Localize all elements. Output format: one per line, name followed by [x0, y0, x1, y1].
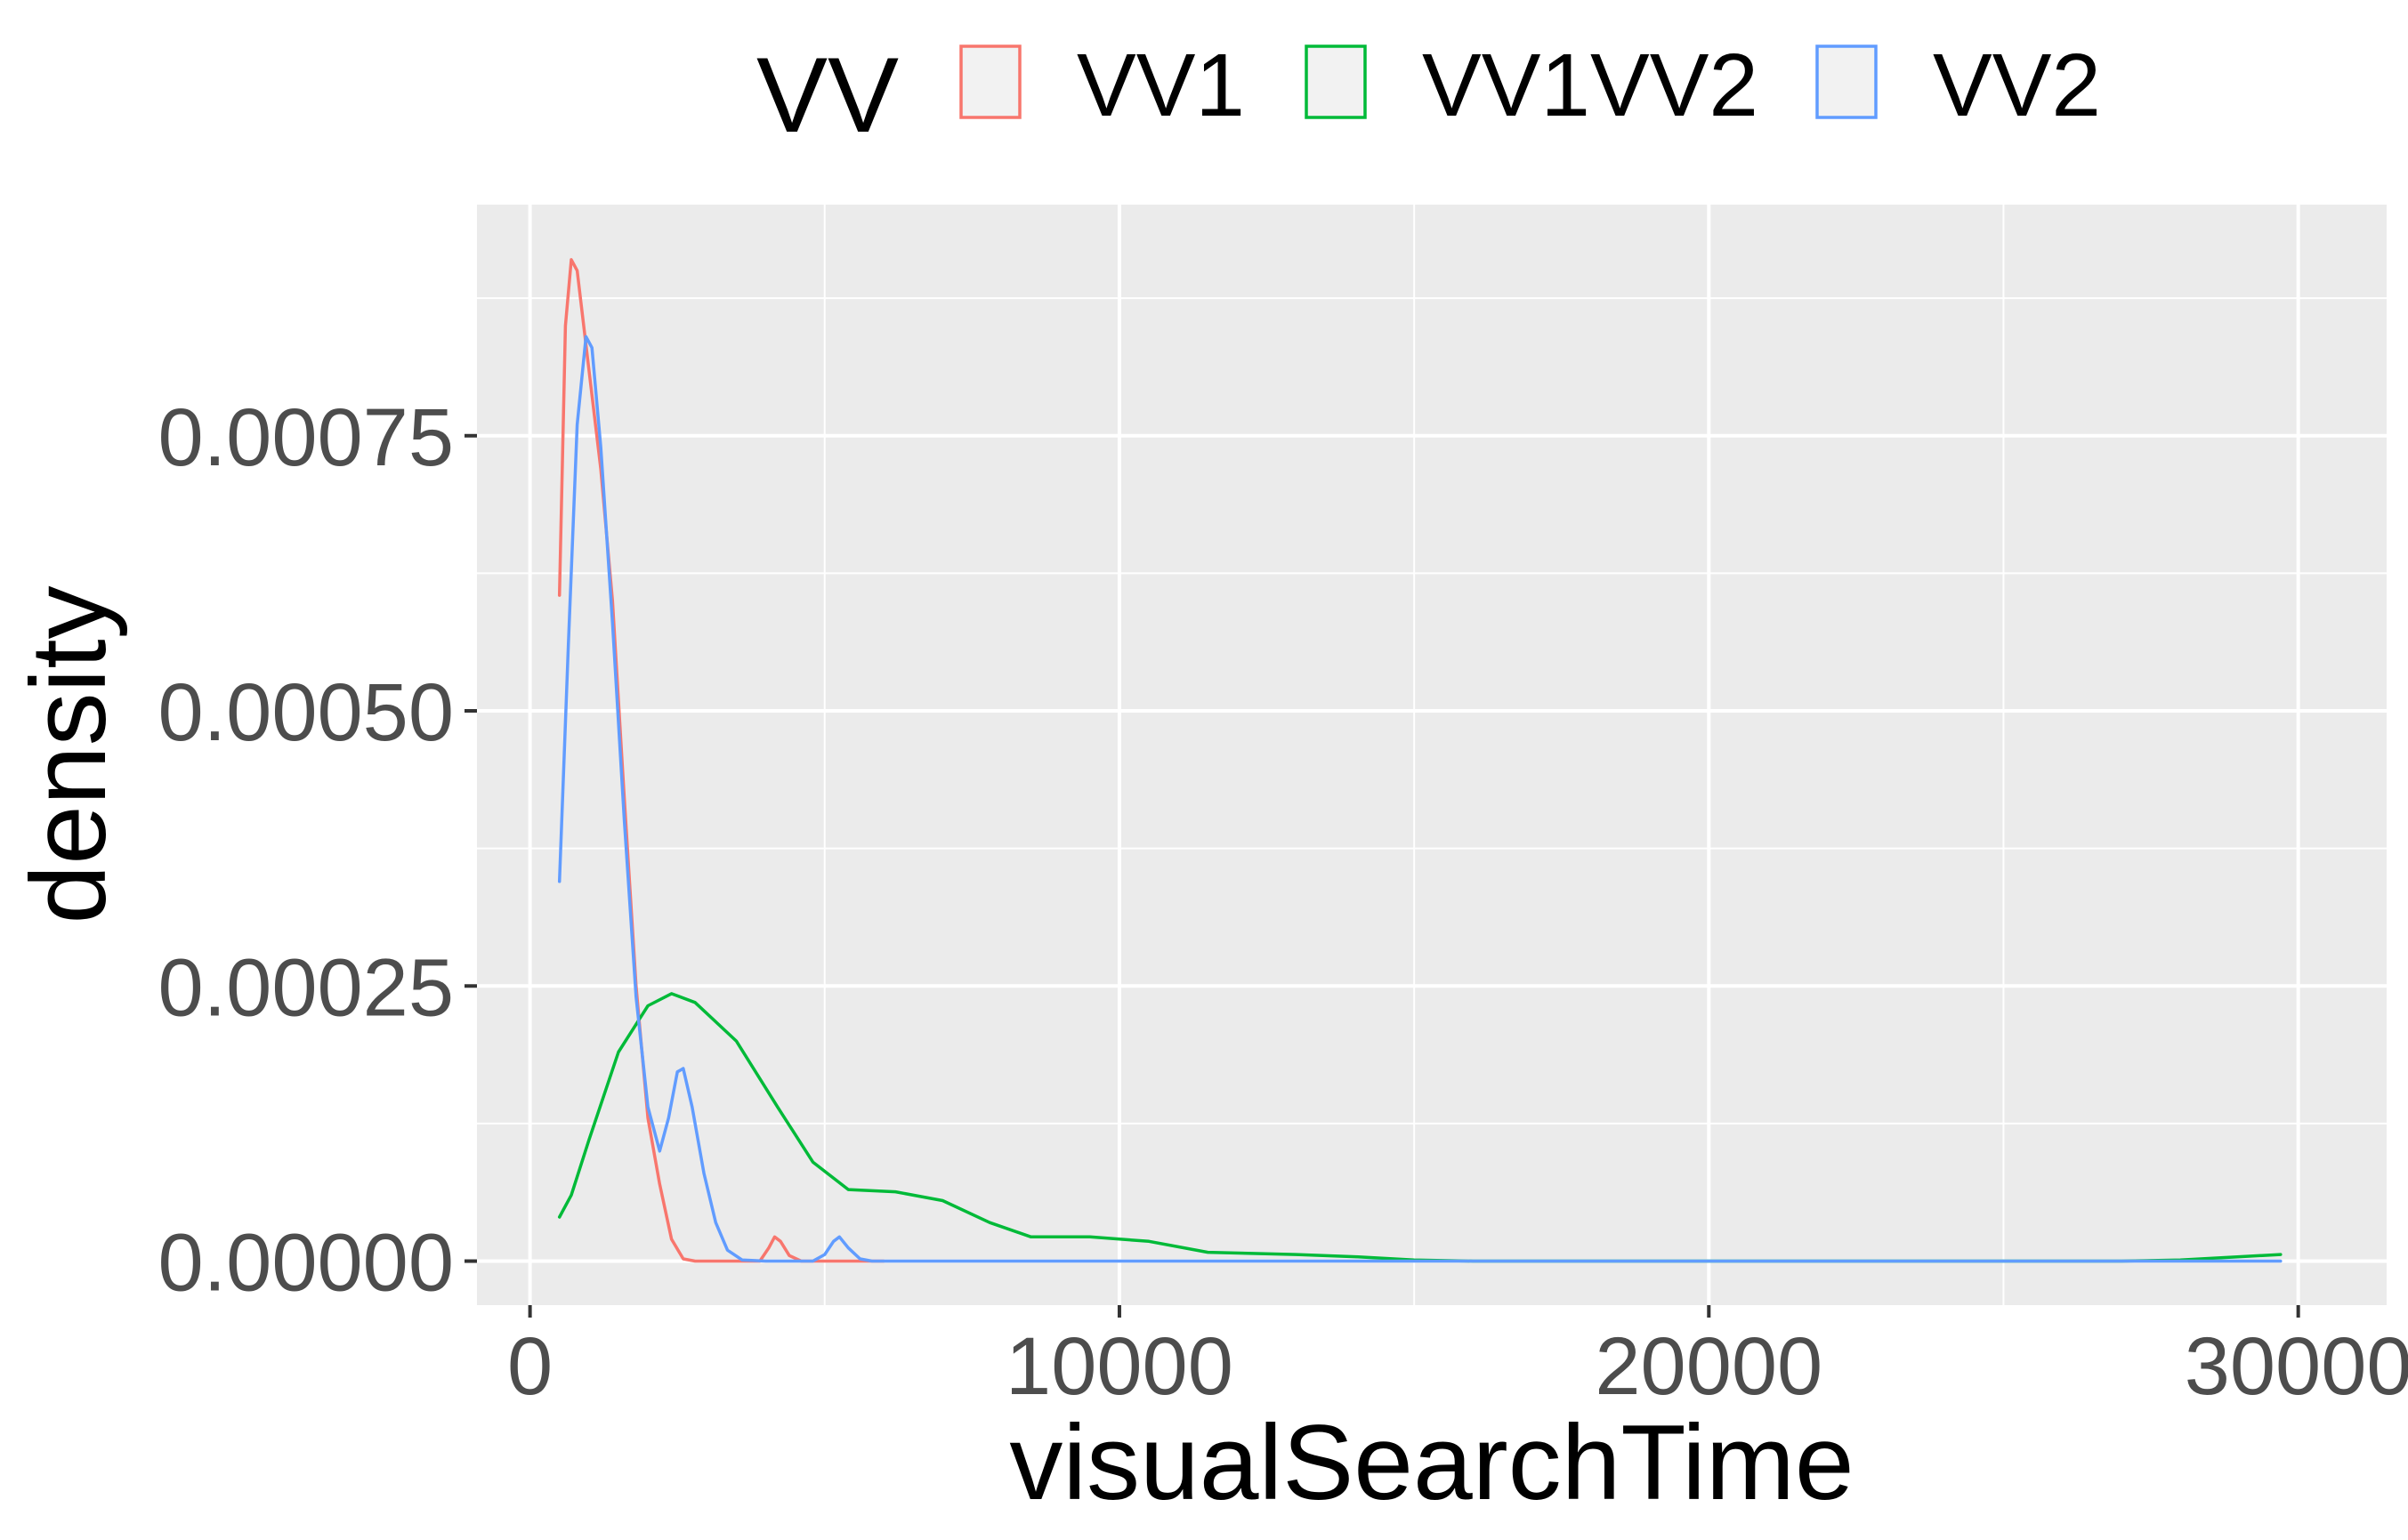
series-line-vv2: [557, 335, 2283, 1263]
legend-key-vv2: [1815, 44, 1878, 119]
legend-title: VV: [756, 36, 899, 155]
x-axis-title: visualSearchTime: [1009, 1403, 1854, 1522]
x-tick-label: 10000: [1006, 1321, 1233, 1412]
legend-key-vv1vv2: [1305, 44, 1367, 119]
y-tick-label: 0.00075: [158, 392, 454, 483]
legend: VV VV1 VV1VV2 VV2: [756, 36, 2101, 155]
y-tick-label: 0.00050: [158, 667, 454, 758]
x-tick-label: 20000: [1595, 1321, 1822, 1412]
x-tick-label: 30000: [2185, 1321, 2408, 1412]
density-curves: [557, 258, 2283, 1263]
y-axis-title: density: [9, 585, 128, 923]
legend-label-vv1: VV1: [1077, 36, 1245, 135]
series-line-vv1: [557, 258, 885, 1263]
y-tick-label: 0.00025: [158, 942, 454, 1033]
legend-label-vv1vv2: VV1VV2: [1422, 36, 1758, 135]
x-tick-label: 0: [507, 1321, 553, 1412]
x-axis: 0 10000 20000 30000: [507, 1305, 2408, 1412]
plot-panel: [477, 205, 2387, 1305]
legend-key-vv1: [959, 44, 1022, 119]
y-tick-label: 0.00000: [158, 1218, 454, 1309]
legend-items: VV1 VV1VV2 VV2: [959, 36, 2101, 135]
legend-label-vv2: VV2: [1933, 36, 2101, 135]
minor-gridlines: [477, 205, 2387, 1305]
y-axis: 0.00000 0.00025 0.00050 0.00075: [158, 392, 477, 1309]
